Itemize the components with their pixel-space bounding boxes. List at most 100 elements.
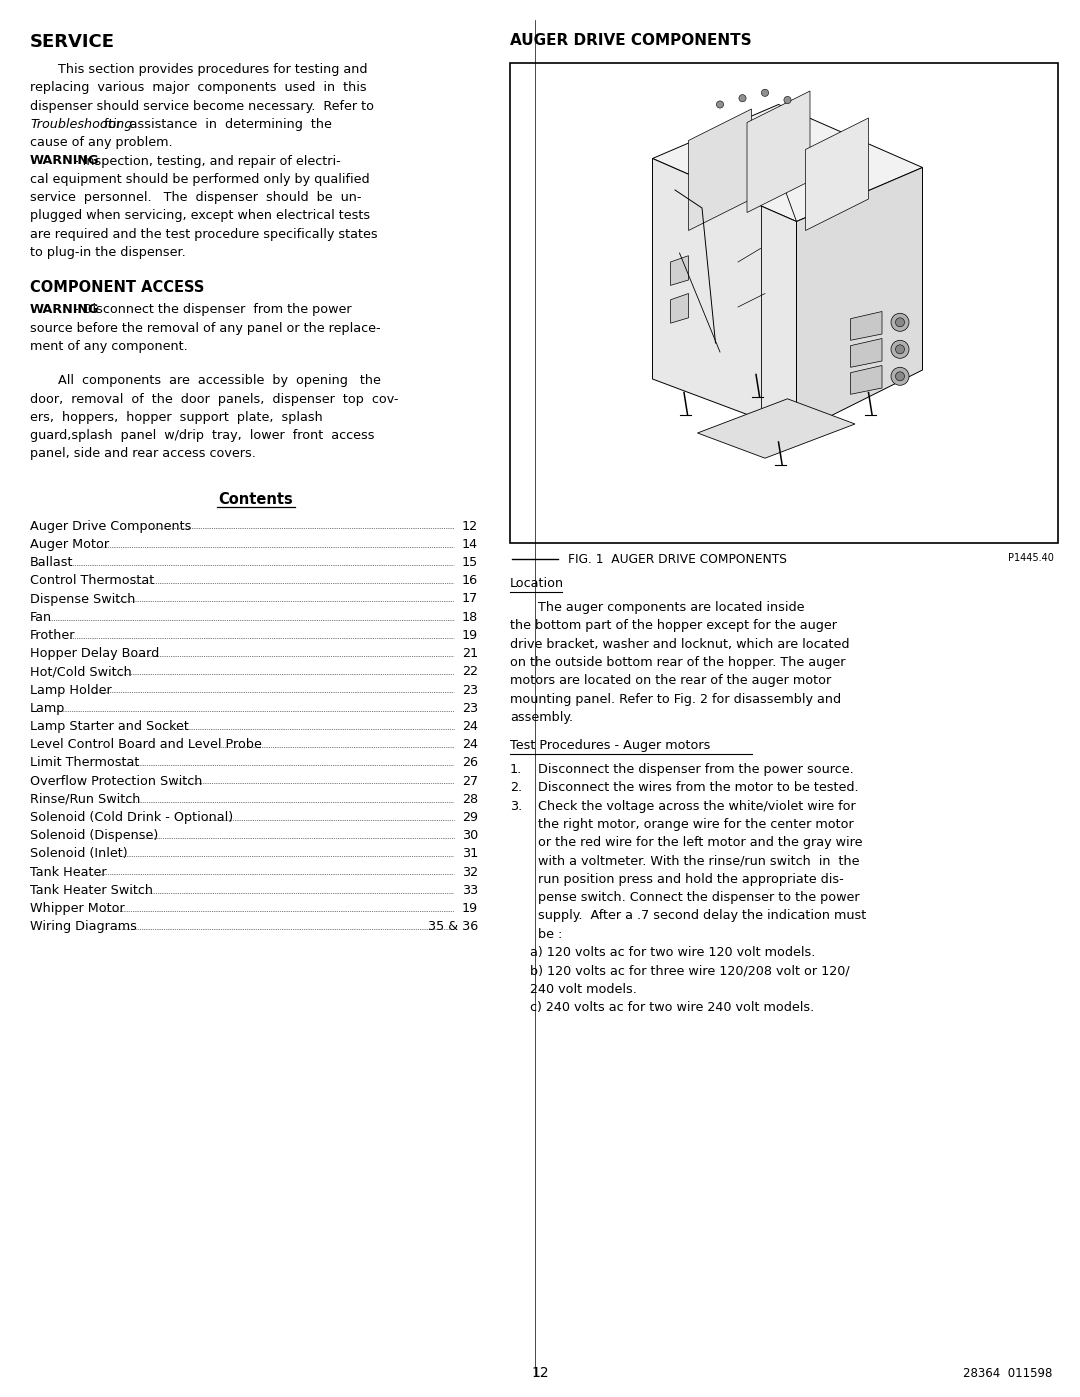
Text: are required and the test procedure specifically states: are required and the test procedure spec… [30, 228, 378, 240]
Polygon shape [797, 168, 922, 433]
Text: WARNING: WARNING [30, 303, 99, 316]
Text: assembly.: assembly. [510, 711, 573, 724]
Text: Dispense Switch: Dispense Switch [30, 592, 135, 605]
Text: 23: 23 [462, 701, 478, 715]
Text: Tank Heater Switch: Tank Heater Switch [30, 884, 153, 897]
Text: to plug-in the dispenser.: to plug-in the dispenser. [30, 246, 186, 258]
Text: - Inspection, testing, and repair of electri-: - Inspection, testing, and repair of ele… [70, 155, 340, 168]
Text: with a voltmeter. With the rinse/run switch  in  the: with a voltmeter. With the rinse/run swi… [538, 855, 860, 868]
Text: on the outside bottom rear of the hopper. The auger: on the outside bottom rear of the hopper… [510, 657, 846, 669]
Text: be :: be : [538, 928, 563, 940]
Text: for  assistance  in  determining  the: for assistance in determining the [99, 117, 332, 131]
Text: 28364  011598: 28364 011598 [962, 1368, 1052, 1380]
Text: motors are located on the rear of the auger motor: motors are located on the rear of the au… [510, 675, 832, 687]
Text: Test Procedures - Auger motors: Test Procedures - Auger motors [510, 739, 711, 752]
Text: supply.  After a .7 second delay the indication must: supply. After a .7 second delay the indi… [538, 909, 866, 922]
Text: Wiring Diagrams: Wiring Diagrams [30, 921, 137, 933]
Circle shape [891, 367, 909, 386]
Text: SERVICE: SERVICE [30, 34, 114, 52]
Circle shape [761, 89, 769, 96]
Text: 27: 27 [462, 774, 478, 788]
Text: COMPONENT ACCESS: COMPONENT ACCESS [30, 281, 204, 295]
Text: service  personnel.   The  dispenser  should  be  un-: service personnel. The dispenser should … [30, 191, 362, 204]
Text: 19: 19 [462, 629, 478, 641]
Text: 18: 18 [462, 610, 478, 623]
Text: Lamp Holder: Lamp Holder [30, 683, 111, 697]
Circle shape [895, 372, 905, 381]
Text: ers,  hoppers,  hopper  support  plate,  splash: ers, hoppers, hopper support plate, spla… [30, 411, 323, 423]
Circle shape [895, 317, 905, 327]
Polygon shape [851, 338, 882, 367]
Text: - Disconnect the dispenser  from the power: - Disconnect the dispenser from the powe… [70, 303, 352, 316]
Polygon shape [698, 398, 855, 458]
Text: 32: 32 [462, 866, 478, 879]
Text: Solenoid (Inlet): Solenoid (Inlet) [30, 848, 127, 861]
Text: 15: 15 [462, 556, 478, 569]
Text: Level Control Board and Level Probe: Level Control Board and Level Probe [30, 738, 261, 752]
Text: Whipper Motor: Whipper Motor [30, 902, 125, 915]
Polygon shape [806, 117, 868, 231]
Text: Rinse/Run Switch: Rinse/Run Switch [30, 792, 140, 806]
Text: Lamp: Lamp [30, 701, 66, 715]
Text: Location: Location [510, 577, 564, 590]
Text: 29: 29 [462, 810, 478, 824]
Text: Auger Drive Components: Auger Drive Components [30, 520, 191, 532]
Text: Control Thermostat: Control Thermostat [30, 574, 154, 587]
Text: plugged when servicing, except when electrical tests: plugged when servicing, except when elec… [30, 210, 370, 222]
Text: ment of any component.: ment of any component. [30, 339, 188, 353]
Text: 22: 22 [462, 665, 478, 679]
Text: 14: 14 [462, 538, 478, 550]
Text: 23: 23 [462, 683, 478, 697]
Text: The auger components are located inside: The auger components are located inside [510, 601, 805, 615]
Text: 12: 12 [462, 520, 478, 532]
Polygon shape [689, 109, 752, 231]
Text: P1445.40: P1445.40 [1008, 553, 1054, 563]
Circle shape [895, 345, 905, 353]
Circle shape [716, 101, 724, 108]
Polygon shape [851, 312, 882, 341]
Text: cause of any problem.: cause of any problem. [30, 136, 173, 149]
Text: Lamp Starter and Socket: Lamp Starter and Socket [30, 719, 189, 733]
Bar [510, 63, 1058, 543]
Text: FIG. 1  AUGER DRIVE COMPONENTS: FIG. 1 AUGER DRIVE COMPONENTS [568, 553, 787, 566]
Text: run position press and hold the appropriate dis-: run position press and hold the appropri… [538, 873, 843, 886]
Text: Limit Thermostat: Limit Thermostat [30, 756, 139, 770]
Text: the bottom part of the hopper except for the auger: the bottom part of the hopper except for… [510, 619, 837, 633]
Text: WARNING: WARNING [30, 155, 99, 168]
Circle shape [891, 341, 909, 358]
Text: Contents: Contents [218, 492, 294, 507]
Text: 21: 21 [462, 647, 478, 661]
Polygon shape [652, 158, 797, 433]
Text: Auger Motor: Auger Motor [30, 538, 109, 550]
Circle shape [784, 96, 791, 103]
Text: panel, side and rear access covers.: panel, side and rear access covers. [30, 447, 256, 461]
Text: cal equipment should be performed only by qualified: cal equipment should be performed only b… [30, 173, 369, 186]
Polygon shape [851, 366, 882, 394]
Text: replacing  various  major  components  used  in  this: replacing various major components used … [30, 81, 366, 95]
Text: dispenser should service become necessary.  Refer to: dispenser should service become necessar… [30, 99, 374, 113]
Text: 17: 17 [462, 592, 478, 605]
Text: or the red wire for the left motor and the gray wire: or the red wire for the left motor and t… [538, 837, 863, 849]
Text: 33: 33 [462, 884, 478, 897]
Text: Overflow Protection Switch: Overflow Protection Switch [30, 774, 202, 788]
Text: drive bracket, washer and locknut, which are located: drive bracket, washer and locknut, which… [510, 637, 850, 651]
Polygon shape [671, 256, 689, 285]
Circle shape [739, 95, 746, 102]
Text: mounting panel. Refer to Fig. 2 for disassembly and: mounting panel. Refer to Fig. 2 for disa… [510, 693, 841, 705]
Text: a) 120 volts ac for two wire 120 volt models.: a) 120 volts ac for two wire 120 volt mo… [529, 946, 815, 960]
Text: Fan: Fan [30, 610, 52, 623]
Circle shape [891, 313, 909, 331]
Text: 240 volt models.: 240 volt models. [529, 982, 636, 996]
Text: 26: 26 [462, 756, 478, 770]
Text: pense switch. Connect the dispenser to the power: pense switch. Connect the dispenser to t… [538, 891, 860, 904]
Text: 24: 24 [462, 719, 478, 733]
Text: c) 240 volts ac for two wire 240 volt models.: c) 240 volts ac for two wire 240 volt mo… [529, 1002, 814, 1014]
Text: Check the voltage across the white/violet wire for: Check the voltage across the white/viole… [538, 799, 855, 813]
Text: This section provides procedures for testing and: This section provides procedures for tes… [30, 63, 367, 75]
Text: 3.: 3. [510, 799, 523, 813]
Text: source before the removal of any panel or the replace-: source before the removal of any panel o… [30, 321, 380, 335]
Text: the right motor, orange wire for the center motor: the right motor, orange wire for the cen… [538, 819, 854, 831]
Text: All  components  are  accessible  by  opening   the: All components are accessible by opening… [30, 374, 381, 387]
Text: b) 120 volts ac for three wire 120/208 volt or 120/: b) 120 volts ac for three wire 120/208 v… [529, 964, 849, 978]
Text: 19: 19 [462, 902, 478, 915]
